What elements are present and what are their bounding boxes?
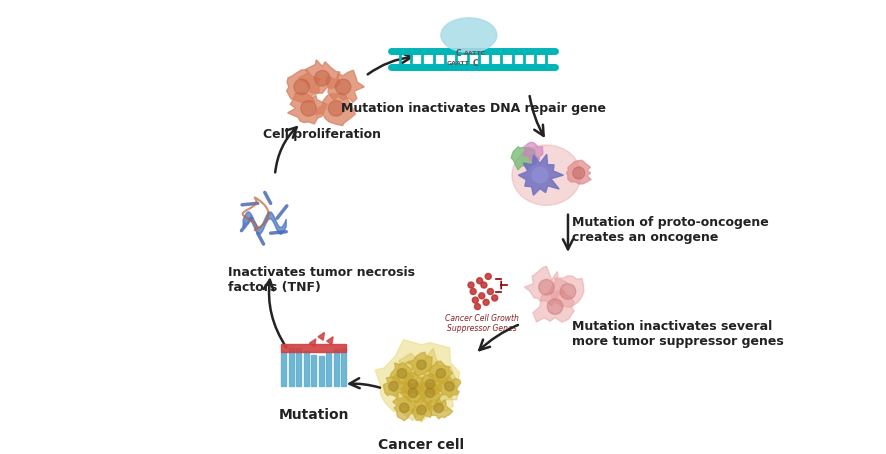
Text: AATTC: AATTC (464, 51, 486, 56)
Circle shape (478, 293, 485, 299)
Polygon shape (407, 352, 432, 376)
Text: Cancer Cell Growth
Suppressor Genes: Cancer Cell Growth Suppressor Genes (445, 314, 518, 333)
Polygon shape (384, 375, 407, 397)
Polygon shape (418, 373, 441, 395)
Bar (326, 353, 331, 386)
Polygon shape (288, 93, 327, 124)
Circle shape (425, 380, 435, 389)
Circle shape (477, 278, 483, 284)
Text: Cell proliferation: Cell proliferation (263, 128, 381, 141)
Circle shape (472, 297, 478, 303)
Circle shape (468, 282, 474, 288)
Circle shape (445, 381, 455, 391)
Circle shape (548, 299, 563, 314)
Bar (304, 351, 308, 386)
Circle shape (400, 403, 409, 413)
Bar (334, 349, 339, 386)
Bar (282, 344, 346, 352)
Polygon shape (390, 363, 414, 384)
Bar (341, 348, 346, 386)
Polygon shape (315, 93, 355, 126)
Polygon shape (518, 154, 563, 195)
Polygon shape (426, 398, 453, 419)
Circle shape (434, 403, 443, 413)
Circle shape (539, 280, 554, 295)
Circle shape (408, 380, 417, 389)
Polygon shape (532, 291, 574, 322)
Ellipse shape (441, 18, 497, 52)
Bar (319, 356, 324, 386)
Text: Mutation: Mutation (278, 408, 349, 422)
Text: C: C (472, 59, 478, 69)
Polygon shape (318, 332, 324, 340)
Circle shape (436, 369, 446, 378)
Polygon shape (567, 160, 591, 184)
Polygon shape (299, 60, 340, 93)
Polygon shape (391, 348, 458, 420)
Polygon shape (550, 276, 584, 307)
Circle shape (389, 381, 398, 391)
Circle shape (425, 388, 435, 398)
Circle shape (572, 167, 585, 179)
Bar (296, 348, 301, 386)
Polygon shape (309, 339, 316, 347)
Text: Mutation inactivates several
more tumor suppressor genes: Mutation inactivates several more tumor … (572, 320, 784, 347)
Circle shape (416, 360, 426, 370)
Polygon shape (400, 373, 424, 395)
Polygon shape (287, 70, 321, 103)
Circle shape (483, 299, 489, 305)
Polygon shape (416, 383, 441, 404)
Circle shape (487, 288, 494, 295)
Circle shape (416, 405, 426, 415)
Circle shape (475, 304, 480, 310)
Bar (289, 348, 293, 386)
Circle shape (335, 79, 351, 94)
Polygon shape (392, 396, 415, 421)
Text: Inactivates tumor necrosis
factors (TNF): Inactivates tumor necrosis factors (TNF) (228, 266, 415, 294)
Polygon shape (428, 361, 453, 385)
Circle shape (300, 101, 316, 116)
Circle shape (470, 288, 476, 295)
Ellipse shape (512, 145, 581, 205)
Polygon shape (327, 337, 333, 345)
Polygon shape (412, 397, 432, 420)
Bar (311, 355, 316, 386)
Circle shape (294, 79, 309, 94)
Circle shape (486, 273, 491, 280)
Text: Mutation inactivates DNA repair gene: Mutation inactivates DNA repair gene (340, 102, 606, 115)
Circle shape (397, 369, 407, 378)
Text: Mutation of proto-oncogene
creates an oncogene: Mutation of proto-oncogene creates an on… (572, 216, 769, 244)
Bar (281, 352, 286, 386)
Circle shape (532, 168, 548, 183)
Polygon shape (522, 142, 543, 162)
Circle shape (481, 282, 487, 288)
Polygon shape (375, 340, 460, 422)
Polygon shape (511, 147, 538, 170)
Text: GAATT: GAATT (447, 61, 470, 66)
Polygon shape (400, 382, 428, 402)
Polygon shape (525, 266, 567, 306)
Polygon shape (326, 70, 364, 102)
Circle shape (315, 70, 330, 86)
Circle shape (329, 101, 344, 116)
Polygon shape (435, 376, 461, 398)
Text: C: C (455, 49, 461, 58)
Text: Cancer cell: Cancer cell (378, 438, 464, 452)
Circle shape (560, 284, 576, 299)
Circle shape (408, 388, 417, 398)
Circle shape (492, 295, 498, 301)
